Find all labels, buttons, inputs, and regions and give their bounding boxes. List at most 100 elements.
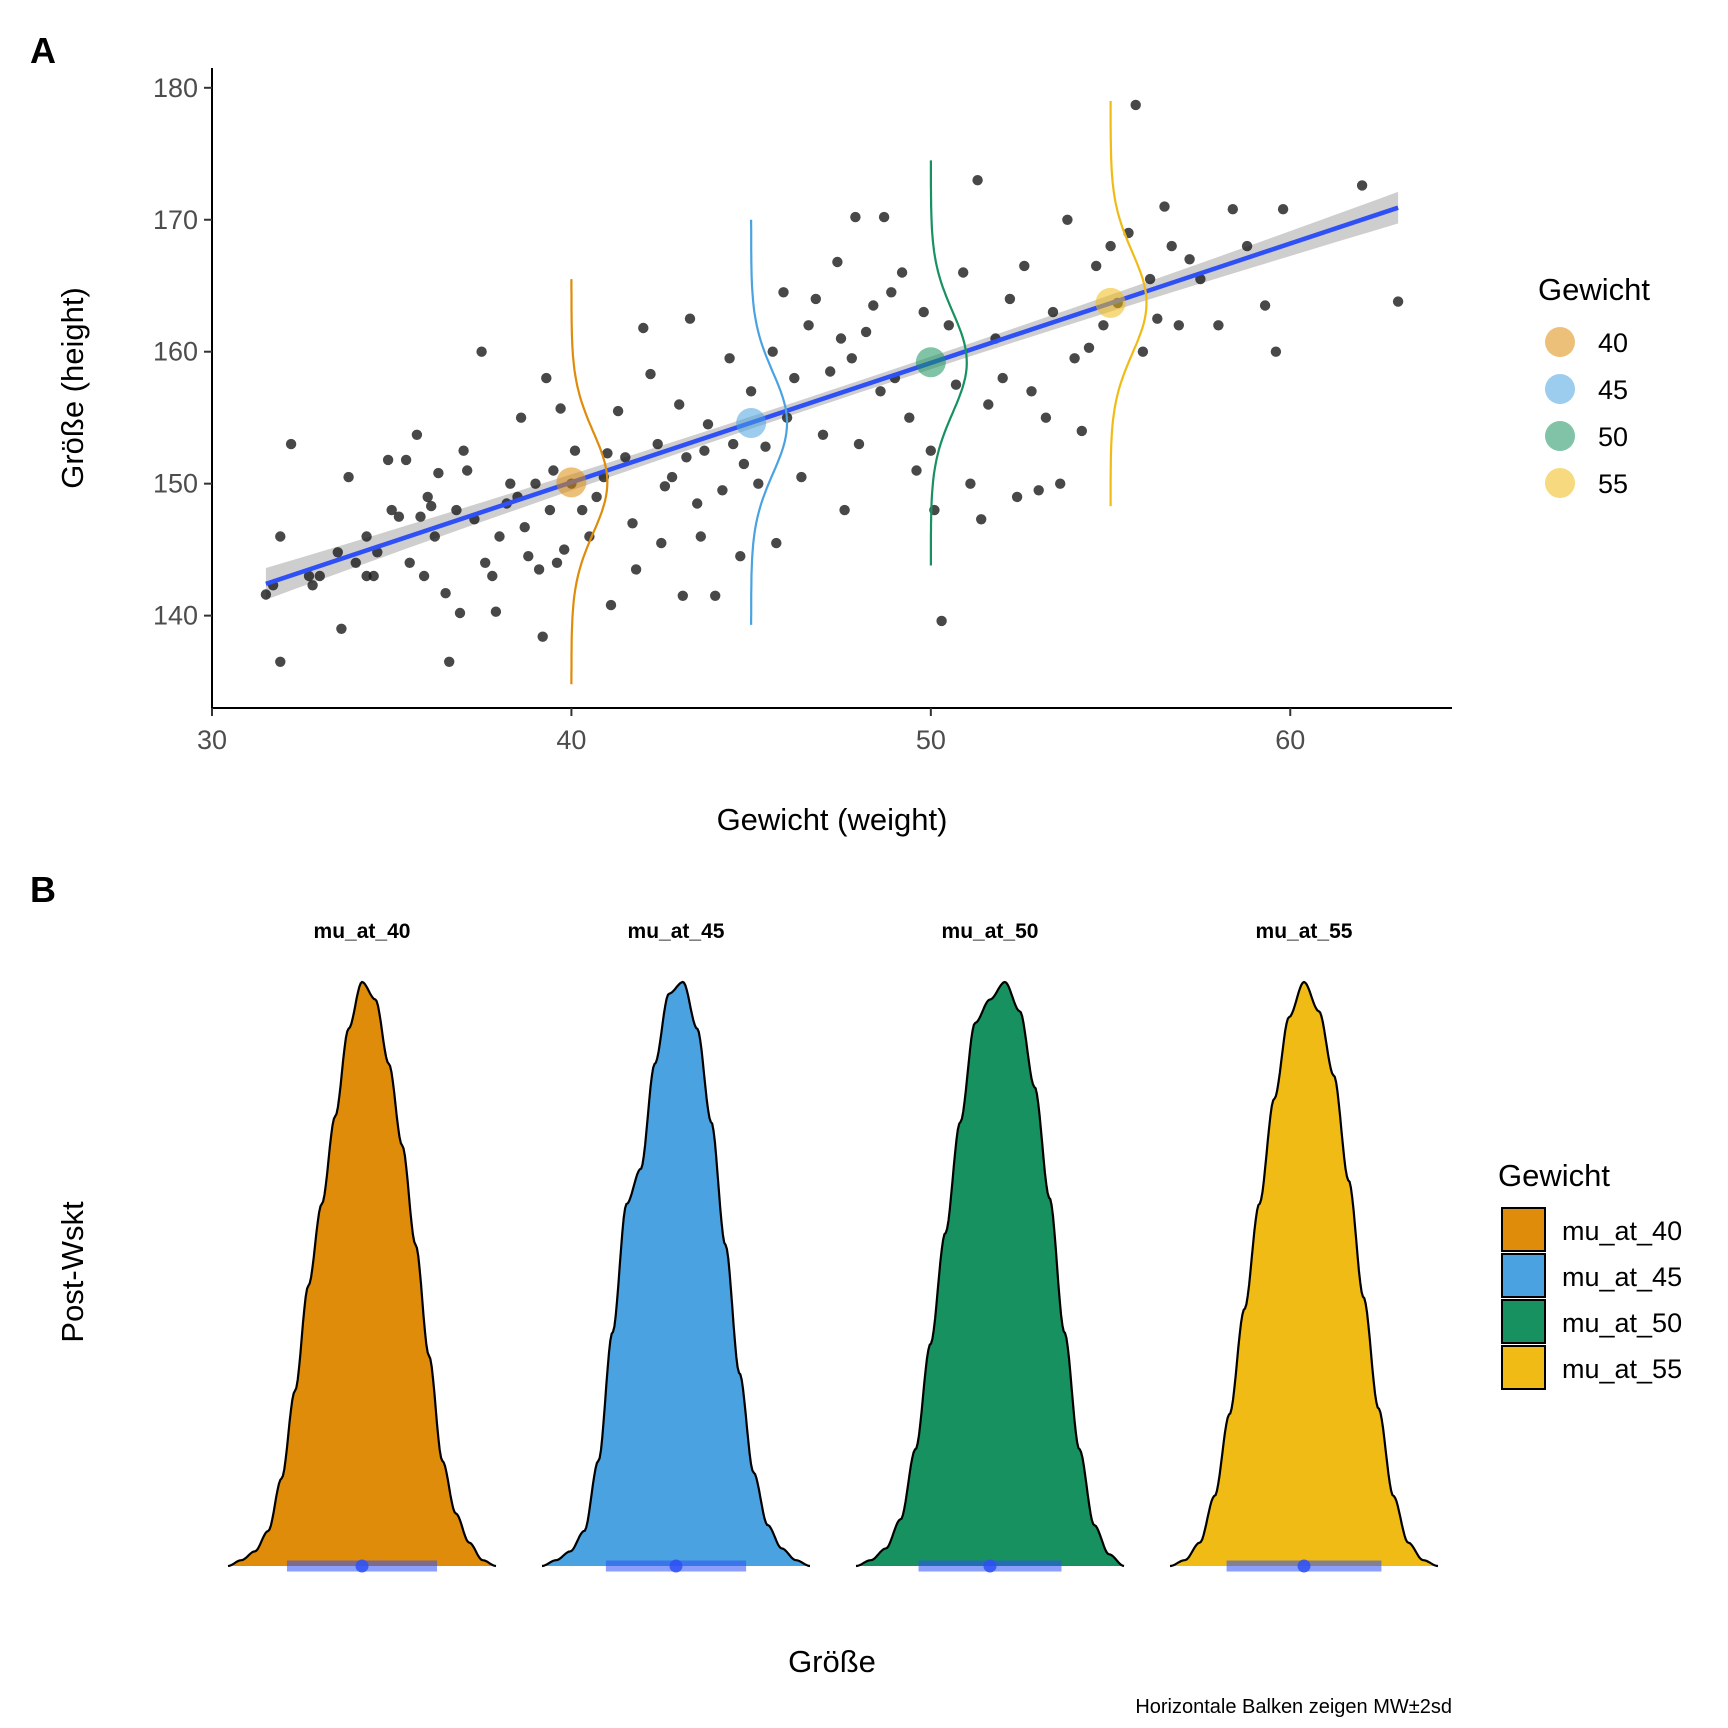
data-point [569,445,581,456]
panel-b-caption: Horizontale Balken zeigen MW±2sd [1135,1696,1452,1718]
data-point [710,590,721,601]
data-point [451,504,462,516]
data-point [418,570,430,582]
legend-a-label-45: 45 [1598,375,1628,405]
data-point [1098,320,1109,331]
legend-b-key-mu_at_45 [1501,1253,1546,1298]
data-point [1392,296,1404,307]
panel-a-y-ticks: 140 150 160 170 180 [153,73,212,631]
facet-mu_at_50: mu_at_50 [855,920,1125,1573]
x-tick-label: 30 [197,725,227,755]
data-point [738,458,750,470]
data-point [577,504,588,516]
data-point [1356,180,1368,191]
y-tick-label: 170 [153,205,198,235]
data-point [429,531,440,542]
data-point [1137,346,1149,357]
panel-b-legend-title: Gewicht [1498,1158,1610,1193]
data-point [771,537,782,549]
data-point [1055,478,1066,489]
facet-strip-label: mu_at_50 [942,920,1039,943]
data-point [605,599,617,611]
mean-point [1297,1559,1311,1573]
data-point [875,386,886,397]
data-point [551,557,563,568]
data-point [591,491,602,503]
data-point [925,445,936,456]
data-point [1144,273,1156,285]
data-point [1173,320,1185,331]
x-tick-label: 60 [1275,725,1305,755]
data-point [1083,342,1095,353]
panel-a-x-ticks: 30 40 50 60 [197,708,1305,755]
data-point [1241,240,1253,252]
data-point [767,346,778,357]
density-outline [541,980,811,1568]
legend-b-label-mu_at_40: mu_at_40 [1562,1216,1682,1246]
data-point [717,485,728,496]
data-point [745,386,757,397]
data-point [1159,201,1170,212]
data-point [835,333,847,344]
x-tick-label: 50 [916,725,946,755]
density-area [228,982,496,1566]
data-point [1259,300,1271,311]
data-point [411,429,423,440]
legend-b-label-mu_at_50: mu_at_50 [1562,1308,1682,1338]
data-point [1213,320,1224,331]
scatter-points [260,99,1404,667]
panel-a-legend-title: Gewicht [1538,272,1650,307]
data-point [400,454,412,466]
legend-a-label-50: 50 [1598,422,1628,452]
data-point [1105,240,1116,252]
mean-point [355,1559,369,1573]
data-point [462,465,473,476]
y-tick-label: 150 [153,469,198,499]
data-point [285,438,297,450]
mu-point-45 [736,407,767,438]
data-point [627,518,638,529]
data-point [936,615,947,627]
legend-a-label-55: 55 [1598,469,1628,499]
data-point [1011,491,1023,503]
data-point [541,372,552,384]
data-point [853,438,865,450]
data-point [1047,306,1059,318]
data-point [850,211,861,223]
data-point [537,631,548,642]
data-point [674,399,685,410]
data-point [555,403,566,414]
mu-point-50 [915,347,946,378]
data-point [533,564,545,575]
data-point [760,441,771,452]
y-tick-label: 180 [153,73,198,103]
data-point [415,511,426,522]
data-point [886,287,897,298]
likelihood-curve-40 [570,279,609,685]
data-point [612,405,624,417]
facet-mu_at_45: mu_at_45 [541,920,811,1573]
facet-strip-label: mu_at_45 [628,920,725,943]
x-tick-label: 40 [556,725,586,755]
data-point [810,293,821,305]
data-point [825,366,836,377]
legend-b-key-mu_at_50 [1501,1299,1546,1344]
data-point [404,557,415,568]
data-point [976,514,987,525]
data-point [778,287,789,298]
data-point [692,498,703,509]
data-point [1033,485,1044,496]
data-point [1130,99,1141,111]
data-point [440,588,451,599]
data-point [505,478,516,489]
data-point [1004,293,1016,305]
data-point [559,544,570,555]
legend-b-label-mu_at_55: mu_at_55 [1562,1354,1682,1384]
data-point [645,368,656,380]
data-point [1091,260,1102,272]
data-point [789,372,800,384]
facet-mu_at_40: mu_at_40 [227,920,497,1573]
data-point [515,412,527,423]
data-point [958,267,969,278]
data-point [1076,425,1088,437]
